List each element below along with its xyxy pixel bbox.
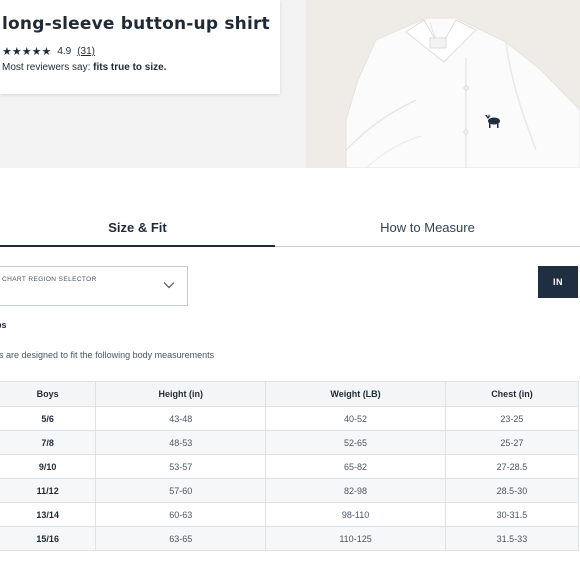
chevron-down-icon [163,282,175,289]
active-tab-indicator [0,245,275,247]
height-cell: 57-60 [95,478,267,503]
moose-logo-icon [485,114,500,128]
shirt-image [306,0,580,168]
column-header-size: Boys [0,381,97,407]
review-count-link[interactable]: (31) [77,46,96,57]
rating-row: ★★★★★ 4.9 (31) [2,45,95,58]
product-hero: long-sleeve button-up shirt ★★★★★ 4.9 (3… [0,0,580,168]
size-cell: 13/14 [0,502,97,527]
size-guide-tabs: Size & Fit How to Measure [0,205,580,249]
chest-cell: 27-28.5 [444,454,580,479]
size-cell: 15/16 [0,526,97,551]
chest-cell: 23-25 [444,406,580,431]
height-cell: 48-53 [95,430,267,455]
chest-cell: 31.5-33 [444,526,580,551]
chest-cell: 25-27 [444,430,580,455]
table-row: 11/12 57-60 82-98 28.5-30 [0,478,580,503]
size-section-heading: ps [0,320,7,330]
column-header-height: Height (in) [95,381,267,407]
height-cell: 43-48 [95,406,267,431]
table-header-row: Boys Height (in) Weight (LB) Chest (in) [0,381,580,407]
table-row: 15/16 63-65 110-125 31.5-33 [0,526,580,551]
reviewers-summary: Most reviewers say: fits true to size. [2,62,167,73]
reviewers-prefix: Most reviewers say: [2,62,94,73]
size-cell: 5/6 [0,406,97,431]
height-cell: 63-65 [95,526,267,551]
chest-cell: 30-31.5 [444,502,580,527]
unit-toggle-inches[interactable]: IN [538,266,578,298]
rating-value: 4.9 [57,46,72,57]
tab-size-and-fit[interactable]: Size & Fit [108,219,167,235]
chest-cell: 28.5-30 [444,478,580,503]
size-section-description: es are designed to fit the following bod… [0,350,215,360]
size-cell: 9/10 [0,454,97,479]
product-image [306,0,580,168]
weight-cell: 110-125 [265,526,446,551]
reviewers-fit: fits true to size. [93,62,167,73]
product-title: long-sleeve button-up shirt [2,14,270,34]
size-cell: 7/8 [0,430,97,455]
size-cell: 11/12 [0,478,97,503]
table-row: 13/14 60-63 98-110 30-31.5 [0,502,580,527]
size-chart-table: Boys Height (in) Weight (LB) Chest (in) … [0,381,580,551]
table-row: 5/6 43-48 40-52 23-25 [0,406,580,431]
column-header-chest: Chest (in) [444,381,580,407]
weight-cell: 98-110 [265,502,446,527]
weight-cell: 52-65 [265,430,446,455]
region-selector-label: CHART REGION SELECTOR [2,276,97,283]
chart-region-selector[interactable]: CHART REGION SELECTOR [0,266,188,306]
height-cell: 60-63 [95,502,267,527]
weight-cell: 82-98 [265,478,446,503]
product-summary-card: long-sleeve button-up shirt ★★★★★ 4.9 (3… [0,0,280,94]
table-row: 9/10 53-57 65-82 27-28.5 [0,454,580,479]
height-cell: 53-57 [95,454,267,479]
weight-cell: 65-82 [265,454,446,479]
tab-how-to-measure[interactable]: How to Measure [380,219,475,235]
table-row: 7/8 48-53 52-65 25-27 [0,430,580,455]
star-rating-icon: ★★★★★ [2,46,52,58]
weight-cell: 40-52 [265,406,446,431]
column-header-weight: Weight (LB) [265,381,446,407]
tab-divider [275,246,580,247]
